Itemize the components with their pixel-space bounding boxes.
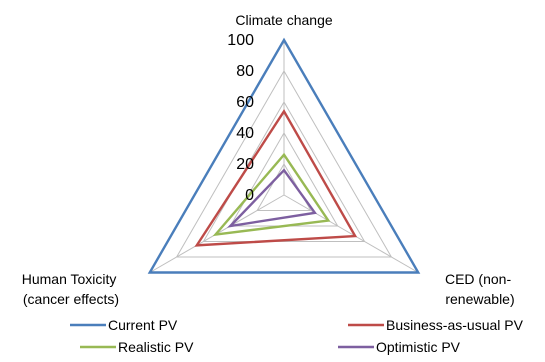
- legend-label: Current PV: [108, 317, 178, 333]
- legend-label: Optimistic PV: [376, 339, 461, 355]
- radial-tick-labels: 0 20 40 60 80 100: [227, 32, 254, 204]
- series-line-realistic-pv: [212, 152, 331, 237]
- legend-label: Realistic PV: [118, 339, 194, 355]
- tick-label: 0: [245, 187, 254, 204]
- series-line-business-as-usual-pv: [194, 108, 358, 247]
- tick-label: 20: [236, 156, 254, 173]
- tick-label: 60: [236, 94, 254, 111]
- series-line-current-pv: [147, 37, 421, 274]
- radar-series: [147, 37, 421, 274]
- legend-label: Business-as-usual PV: [386, 317, 524, 333]
- legend: Current PV Business-as-usual PV Realistic …: [70, 317, 524, 355]
- grid-ring: [175, 69, 393, 258]
- axis-label-climate-change: Climate change: [235, 12, 332, 28]
- axis-label-ced: CED (non- renewable): [445, 271, 515, 307]
- tick-label: 40: [236, 125, 254, 142]
- tick-label: 80: [236, 63, 254, 80]
- tick-label: 100: [227, 32, 254, 49]
- axis-spoke: [283, 194, 419, 273]
- axis-label-human-toxicity: Human Toxicity (cancer effects): [22, 271, 121, 307]
- series-line-optimistic-pv: [226, 168, 317, 228]
